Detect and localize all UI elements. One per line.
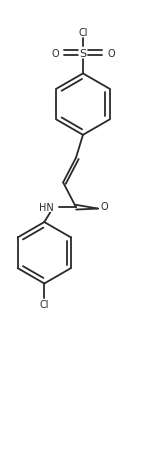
Text: Cl: Cl xyxy=(40,299,49,309)
Text: HN: HN xyxy=(40,203,54,212)
Text: O: O xyxy=(107,49,115,58)
Text: S: S xyxy=(79,49,86,58)
Text: O: O xyxy=(51,49,59,58)
Text: Cl: Cl xyxy=(78,28,88,38)
Text: O: O xyxy=(100,202,108,212)
